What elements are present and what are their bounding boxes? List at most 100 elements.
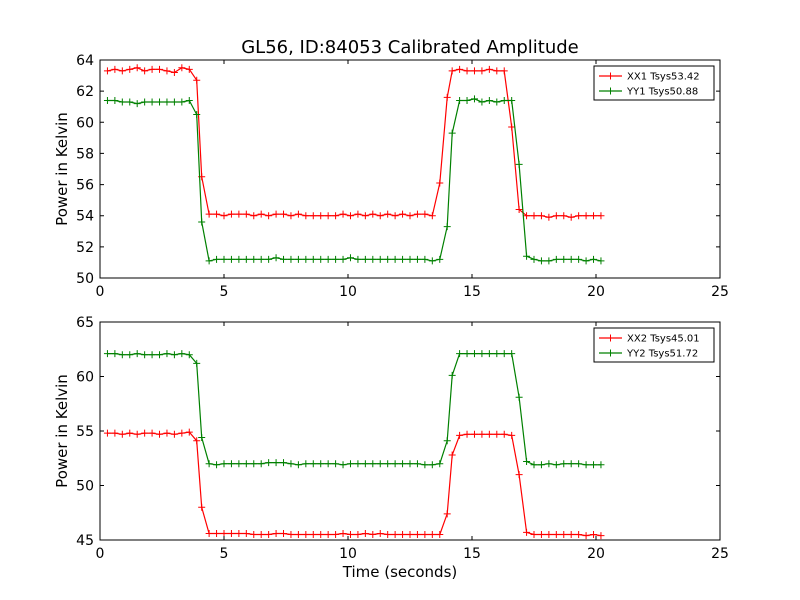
y-tick-label: 65 <box>76 315 94 331</box>
data-point-marker <box>118 98 126 106</box>
data-point-marker <box>294 531 302 539</box>
data-point-marker <box>478 67 486 75</box>
data-point-marker <box>257 255 265 263</box>
data-point-marker <box>148 98 156 106</box>
data-point-marker <box>485 65 493 73</box>
x-axis-label: Time (seconds) <box>342 563 458 581</box>
data-point-marker <box>361 255 369 263</box>
data-point-marker <box>582 532 590 540</box>
data-point-marker <box>265 212 273 220</box>
data-point-marker <box>399 531 407 539</box>
data-point-marker <box>265 531 273 539</box>
data-point-marker <box>406 460 414 468</box>
data-point-marker <box>272 529 280 537</box>
data-point-marker <box>369 531 377 539</box>
y-tick-label: 45 <box>76 533 94 549</box>
data-point-marker <box>530 255 538 263</box>
data-point-marker <box>272 210 280 218</box>
data-point-marker <box>294 210 302 218</box>
x-tick-label: 25 <box>711 546 729 562</box>
data-point-marker <box>493 430 501 438</box>
y-axis-label: Power in Kelvin <box>53 374 71 488</box>
data-point-marker <box>103 67 111 75</box>
data-point-marker <box>523 212 531 220</box>
data-point-marker <box>470 350 478 358</box>
data-point-marker <box>413 460 421 468</box>
data-point-marker <box>590 531 598 539</box>
legend-label: YY2 Tsys51.72 <box>626 349 698 360</box>
data-point-marker <box>448 371 456 379</box>
data-point-marker <box>287 460 295 468</box>
data-point-marker <box>567 460 575 468</box>
data-point-marker <box>575 531 583 539</box>
data-point-marker <box>148 429 156 437</box>
data-point-marker <box>376 460 384 468</box>
data-point-marker <box>280 210 288 218</box>
data-point-marker <box>597 461 605 469</box>
data-point-marker <box>436 255 444 263</box>
x-tick-label: 10 <box>339 546 357 562</box>
data-point-marker <box>133 64 141 72</box>
data-point-marker <box>590 212 598 220</box>
legend-label: XX1 Tsys53.42 <box>627 72 700 83</box>
data-point-marker <box>339 529 347 537</box>
data-point-marker <box>448 129 456 137</box>
data-point-marker <box>133 350 141 358</box>
data-point-marker <box>456 65 464 73</box>
x-tick-label: 15 <box>463 546 481 562</box>
data-point-marker <box>391 460 399 468</box>
data-point-marker <box>470 430 478 438</box>
data-point-marker <box>126 351 134 359</box>
data-point-marker <box>560 531 568 539</box>
data-point-marker <box>436 460 444 468</box>
data-point-marker <box>163 350 171 358</box>
data-point-marker <box>346 460 354 468</box>
data-point-marker <box>421 255 429 263</box>
data-point-marker <box>324 460 332 468</box>
data-point-marker <box>361 212 369 220</box>
data-point-marker <box>448 451 456 459</box>
data-point-marker <box>324 212 332 220</box>
data-point-marker <box>361 460 369 468</box>
x-tick-label: 15 <box>463 284 481 300</box>
data-point-marker <box>537 461 545 469</box>
x-tick-label: 0 <box>96 546 105 562</box>
data-point-marker <box>302 460 310 468</box>
data-point-marker <box>399 210 407 218</box>
x-tick-label: 20 <box>587 546 605 562</box>
data-point-marker <box>193 359 201 367</box>
data-point-marker <box>213 255 221 263</box>
y-tick-label: 60 <box>76 115 94 131</box>
data-point-marker <box>339 210 347 218</box>
data-point-marker <box>287 212 295 220</box>
data-point-marker <box>339 461 347 469</box>
x-tick-label: 5 <box>220 284 229 300</box>
legend-marker <box>607 87 614 95</box>
data-point-marker <box>287 255 295 263</box>
data-point-marker <box>242 529 250 537</box>
data-point-marker <box>575 212 583 220</box>
data-point-marker <box>582 212 590 220</box>
y-tick-label: 50 <box>76 271 94 287</box>
data-point-marker <box>560 212 568 220</box>
x-tick-label: 10 <box>339 284 357 300</box>
data-point-marker <box>185 351 193 359</box>
data-point-marker <box>537 257 545 265</box>
data-point-marker <box>324 531 332 539</box>
data-point-marker <box>448 67 456 75</box>
data-point-marker <box>193 76 201 84</box>
data-point-marker <box>170 430 178 438</box>
data-point-marker <box>213 461 221 469</box>
data-point-marker <box>332 212 340 220</box>
data-point-marker <box>141 429 149 437</box>
data-point-marker <box>470 67 478 75</box>
series-line <box>107 98 602 262</box>
data-point-marker <box>391 531 399 539</box>
data-point-marker <box>198 434 206 442</box>
data-point-marker <box>257 460 265 468</box>
data-point-marker <box>478 350 486 358</box>
legend-box <box>593 65 715 101</box>
data-point-marker <box>567 213 575 221</box>
data-point-marker <box>537 531 545 539</box>
